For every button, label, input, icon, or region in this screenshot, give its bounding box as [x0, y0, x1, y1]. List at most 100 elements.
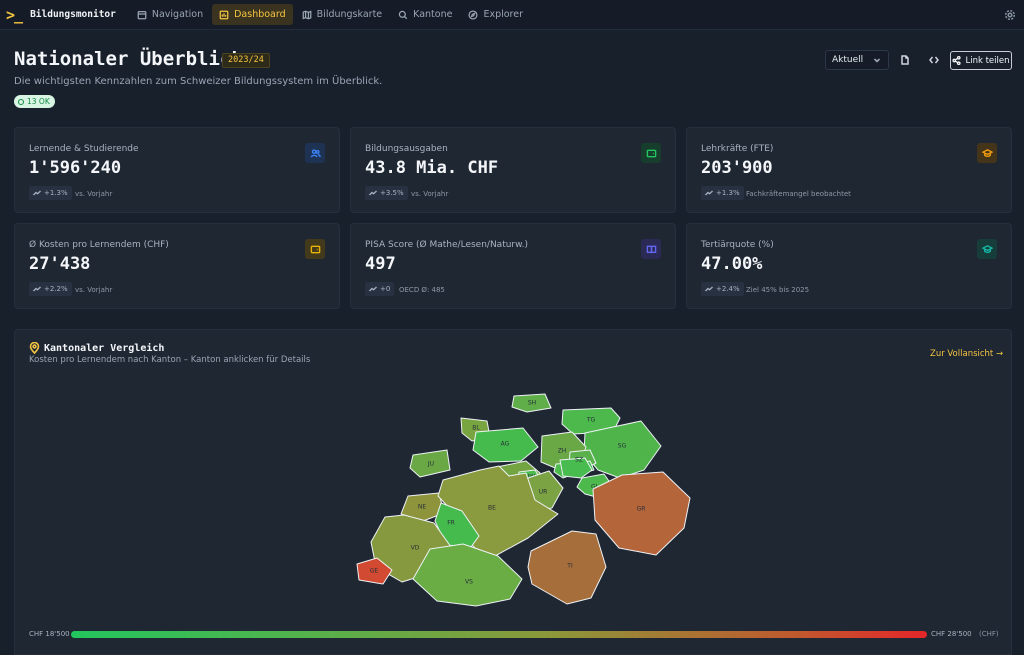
kpi-icon-badge — [305, 143, 325, 163]
nav-item-explorer[interactable]: Explorer — [461, 4, 530, 25]
canton-label: AG — [501, 441, 510, 448]
share-link-button[interactable]: Link teilen — [950, 51, 1012, 70]
canton-vs[interactable]: VS — [412, 543, 523, 607]
wallet-icon — [310, 245, 320, 253]
canton-label: TI — [566, 563, 573, 570]
canton-shape[interactable] — [356, 557, 393, 585]
kpi-note: vs. Vorjahr — [75, 190, 113, 198]
kpi-label: Lernende & Studierende — [29, 144, 139, 154]
trend-up-icon — [705, 286, 713, 292]
canton-shape[interactable] — [511, 393, 552, 413]
canton-shape[interactable] — [559, 457, 593, 479]
kpi-note: vs. Vorjahr — [75, 286, 113, 294]
kpi-card-pisa-score: PISA Score (Ø Mathe/Lesen/Naturw.) 497 +… — [350, 223, 676, 309]
canton-label: BL — [472, 425, 480, 432]
period-select[interactable]: Aktuell — [825, 50, 889, 70]
nav-item-kantone[interactable]: Kantone — [391, 4, 459, 25]
kpi-note: Fachkräftemangel beobachtet — [746, 190, 851, 198]
page-title: Nationaler Überblick — [14, 48, 243, 70]
share-button-label: Link teilen — [965, 55, 1010, 66]
kpi-trend-badge: +1.3% — [29, 186, 72, 200]
canton-ge[interactable]: GE — [356, 557, 393, 585]
kpi-card-lehrkraefte: Lehrkräfte (FTE) 203'900 +1.3% Fachkräft… — [686, 127, 1012, 213]
canton-label: VS — [465, 579, 473, 586]
trend-up-icon — [705, 190, 713, 196]
page-subtitle: Die wichtigsten Kennzahlen zum Schweizer… — [14, 76, 383, 87]
canton-label: SZ — [575, 457, 583, 464]
map-pin-icon — [29, 341, 40, 355]
kpi-trend-badge: +2.2% — [29, 282, 72, 296]
canton-ti[interactable]: TI — [527, 530, 607, 605]
kpi-trend-value: +1.3% — [44, 189, 68, 197]
canton-sz[interactable]: SZ — [559, 457, 593, 479]
calendar-icon — [137, 10, 147, 19]
kpi-value: 203'900 — [701, 158, 773, 178]
nav-item-label: Dashboard — [234, 9, 286, 20]
nav-item-bildungskarte[interactable]: Bildungskarte — [295, 4, 389, 25]
canton-label: GE — [370, 568, 379, 575]
canton-ag[interactable]: AG — [472, 427, 539, 463]
canton-label: GL — [591, 484, 600, 491]
top-nav: >_ Bildungsmonitor Navigation Dashboard … — [0, 0, 1024, 30]
canton-shape[interactable] — [527, 530, 607, 605]
kpi-card-tertiaerquote: Tertiärquote (%) 47.00% +2.4% Ziel 45% b… — [686, 223, 1012, 309]
map-icon — [302, 10, 312, 19]
canton-label: ZH — [558, 448, 567, 455]
map-subtitle: Kosten pro Lernendem nach Kanton – Kanto… — [29, 355, 311, 365]
nav-item-navigation[interactable]: Navigation — [130, 4, 210, 25]
graduation-cap-icon — [981, 244, 993, 253]
canton-ju[interactable]: JU — [409, 449, 451, 478]
brand[interactable]: >_ Bildungsmonitor — [6, 6, 116, 24]
kpi-label: Ø Kosten pro Lernendem (CHF) — [29, 240, 169, 250]
nav-item-dashboard[interactable]: Dashboard — [212, 4, 293, 25]
canton-label: JU — [427, 461, 434, 468]
canton-ne[interactable]: NE — [400, 492, 445, 522]
kpi-trend-value: +1.3% — [716, 189, 740, 197]
canton-sh[interactable]: SH — [511, 393, 552, 413]
trend-up-icon — [369, 286, 377, 292]
kpi-card-bildungsausgaben: Bildungsausgaben 43.8 Mia. CHF +3.5% vs.… — [350, 127, 676, 213]
kpi-note: vs. Vorjahr — [411, 190, 449, 198]
share-icon — [952, 56, 962, 65]
kpi-label: Bildungsausgaben — [365, 144, 448, 154]
kpi-trend-value: +2.4% — [716, 285, 740, 293]
brand-name: Bildungsmonitor — [30, 9, 116, 20]
map-full-view-link[interactable]: Zur Vollansicht → — [930, 349, 1004, 359]
kpi-trend-value: +3.5% — [380, 189, 404, 197]
canton-label: TG — [586, 417, 596, 424]
kpi-card-lernende: Lernende & Studierende 1'596'240 +1.3% v… — [14, 127, 340, 213]
users-icon — [310, 148, 321, 157]
trend-up-icon — [369, 190, 377, 196]
kpi-trend-badge: +2.4% — [701, 282, 744, 296]
document-icon — [901, 55, 909, 65]
kpi-trend-badge: +1.3% — [701, 186, 744, 200]
canton-shape[interactable] — [400, 492, 445, 522]
legend-unit-label: (CHF) — [979, 630, 999, 638]
canton-shape[interactable] — [472, 427, 539, 463]
settings-button[interactable] — [1004, 9, 1016, 21]
status-ok-icon — [18, 98, 24, 105]
graduation-cap-icon — [981, 148, 993, 157]
gear-icon — [1004, 9, 1016, 21]
canton-label: GR — [637, 506, 646, 513]
canton-shape[interactable] — [409, 449, 451, 478]
canton-label: VD — [411, 545, 420, 552]
trend-up-icon — [33, 190, 41, 196]
canton-shape[interactable] — [412, 543, 523, 607]
brand-logo-icon: >_ — [6, 5, 23, 24]
canton-label: UR — [539, 489, 548, 496]
canton-shape[interactable] — [592, 471, 691, 556]
kpi-trend-value: +2.2% — [44, 285, 68, 293]
canton-gr[interactable]: GR — [592, 471, 691, 556]
kpi-card-kosten-pro-lernendem: Ø Kosten pro Lernendem (CHF) 27'438 +2.2… — [14, 223, 340, 309]
nav-item-label: Navigation — [151, 9, 204, 20]
map-title: Kantonaler Vergleich — [44, 343, 165, 354]
export-document-button[interactable] — [896, 51, 914, 69]
kpi-label: Tertiärquote (%) — [701, 240, 774, 250]
kpi-value: 47.00% — [701, 254, 763, 274]
embed-code-button[interactable] — [925, 51, 943, 69]
kpi-label: PISA Score (Ø Mathe/Lesen/Naturw.) — [365, 240, 529, 250]
kpi-icon-badge — [641, 143, 661, 163]
kpi-value: 43.8 Mia. CHF — [365, 158, 499, 178]
legend-color-scale — [71, 631, 927, 638]
